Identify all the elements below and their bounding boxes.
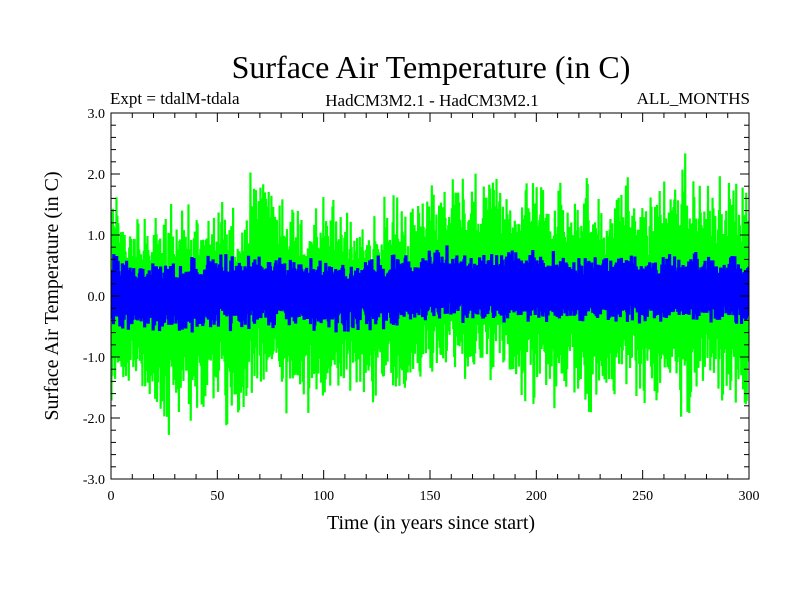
y-tick-label: -3.0	[83, 473, 105, 488]
chart-title: Surface Air Temperature (in C)	[232, 49, 631, 85]
y-tick-label: -2.0	[83, 412, 105, 427]
plot-frame	[110, 112, 750, 480]
model-comparison-label: HadCM3M2.1 - HadCM3M2.1	[325, 91, 538, 110]
y-tick-label: 3.0	[88, 107, 106, 122]
x-tick-label: 0	[108, 489, 115, 504]
x-tick-label: 50	[210, 489, 224, 504]
plot-area	[111, 153, 749, 435]
x-tick-label: 200	[526, 489, 547, 504]
y-axis-label: Surface Air Temperature (in C)	[41, 171, 63, 420]
experiment-label: Expt = tdalM-tdala	[110, 89, 240, 108]
x-tick-label: 250	[632, 489, 653, 504]
y-tick-label: -1.0	[83, 351, 105, 366]
y-tick-label: 2.0	[88, 168, 106, 183]
x-tick-label: 100	[313, 489, 334, 504]
x-axis-label: Time (in years since start)	[327, 512, 535, 534]
series-layer	[111, 153, 749, 435]
months-label: ALL_MONTHS	[637, 89, 750, 108]
x-tick-label: 150	[420, 489, 441, 504]
y-tick-label: 0.0	[88, 290, 106, 305]
y-tick-label: 1.0	[88, 229, 106, 244]
x-tick-label: 300	[739, 489, 760, 504]
blue-series-line	[111, 245, 749, 333]
